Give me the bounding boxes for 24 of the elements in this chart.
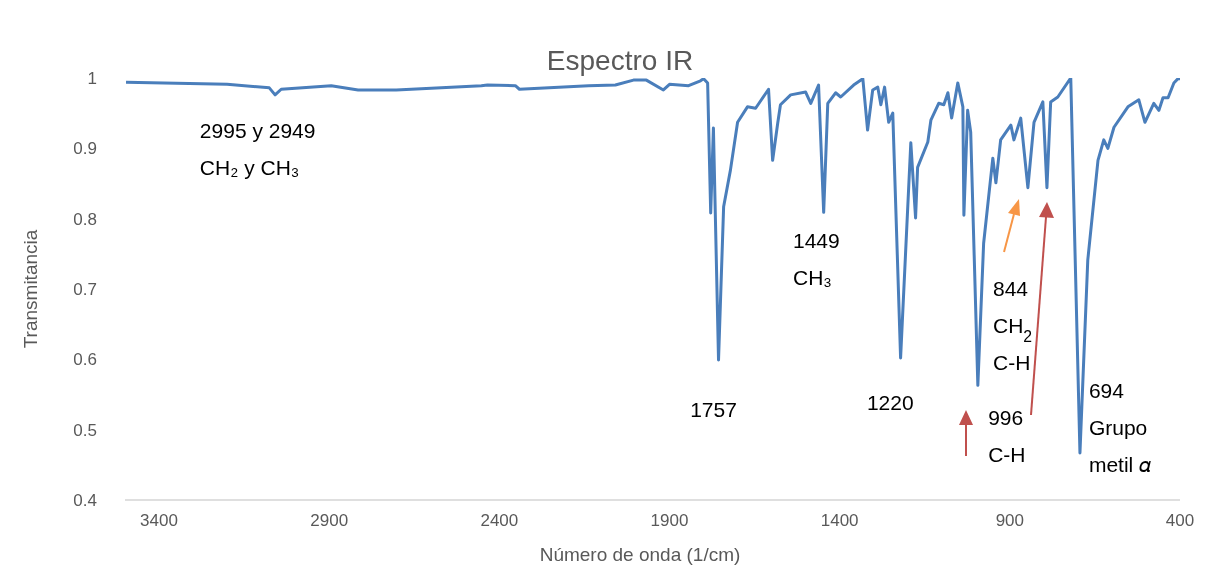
- y-tick-label: 0.5: [73, 420, 97, 440]
- x-tick-label: 400: [1165, 511, 1195, 531]
- y-tick-label: 0.9: [73, 139, 97, 159]
- y-tick-label: 0.8: [73, 209, 97, 229]
- y-tick-label: 0.6: [73, 350, 97, 370]
- annotation: 1220: [866, 390, 914, 414]
- y-axis-title: Transmitancia: [20, 229, 41, 349]
- annotation: 2995 y 2949 CH₂ y CH₃: [199, 118, 316, 179]
- x-tick-label: 1400: [820, 511, 859, 531]
- annotation: 996 C-H: [988, 406, 1026, 467]
- chart-title: Espectro IR: [546, 45, 694, 76]
- annotation: 844 CH$_{2}$ C-H: [993, 277, 1033, 374]
- annotation: 694 Grupo metil 𝛼: [1088, 378, 1152, 476]
- x-tick-label: 2900: [310, 511, 349, 531]
- x-tick-label: 2400: [480, 511, 519, 531]
- y-tick-label: 0.4: [73, 491, 97, 511]
- annotation: 1757: [690, 398, 737, 422]
- x-axis-title: Número de onda (1/cm): [539, 544, 741, 565]
- y-tick-label: 1: [87, 69, 97, 89]
- annotation: 1449 CH₃: [793, 229, 840, 290]
- x-tick-label: 1900: [650, 511, 689, 531]
- x-tick-label: 900: [995, 511, 1025, 531]
- x-tick-label: 3400: [140, 511, 178, 531]
- y-tick-label: 0.7: [73, 280, 97, 300]
